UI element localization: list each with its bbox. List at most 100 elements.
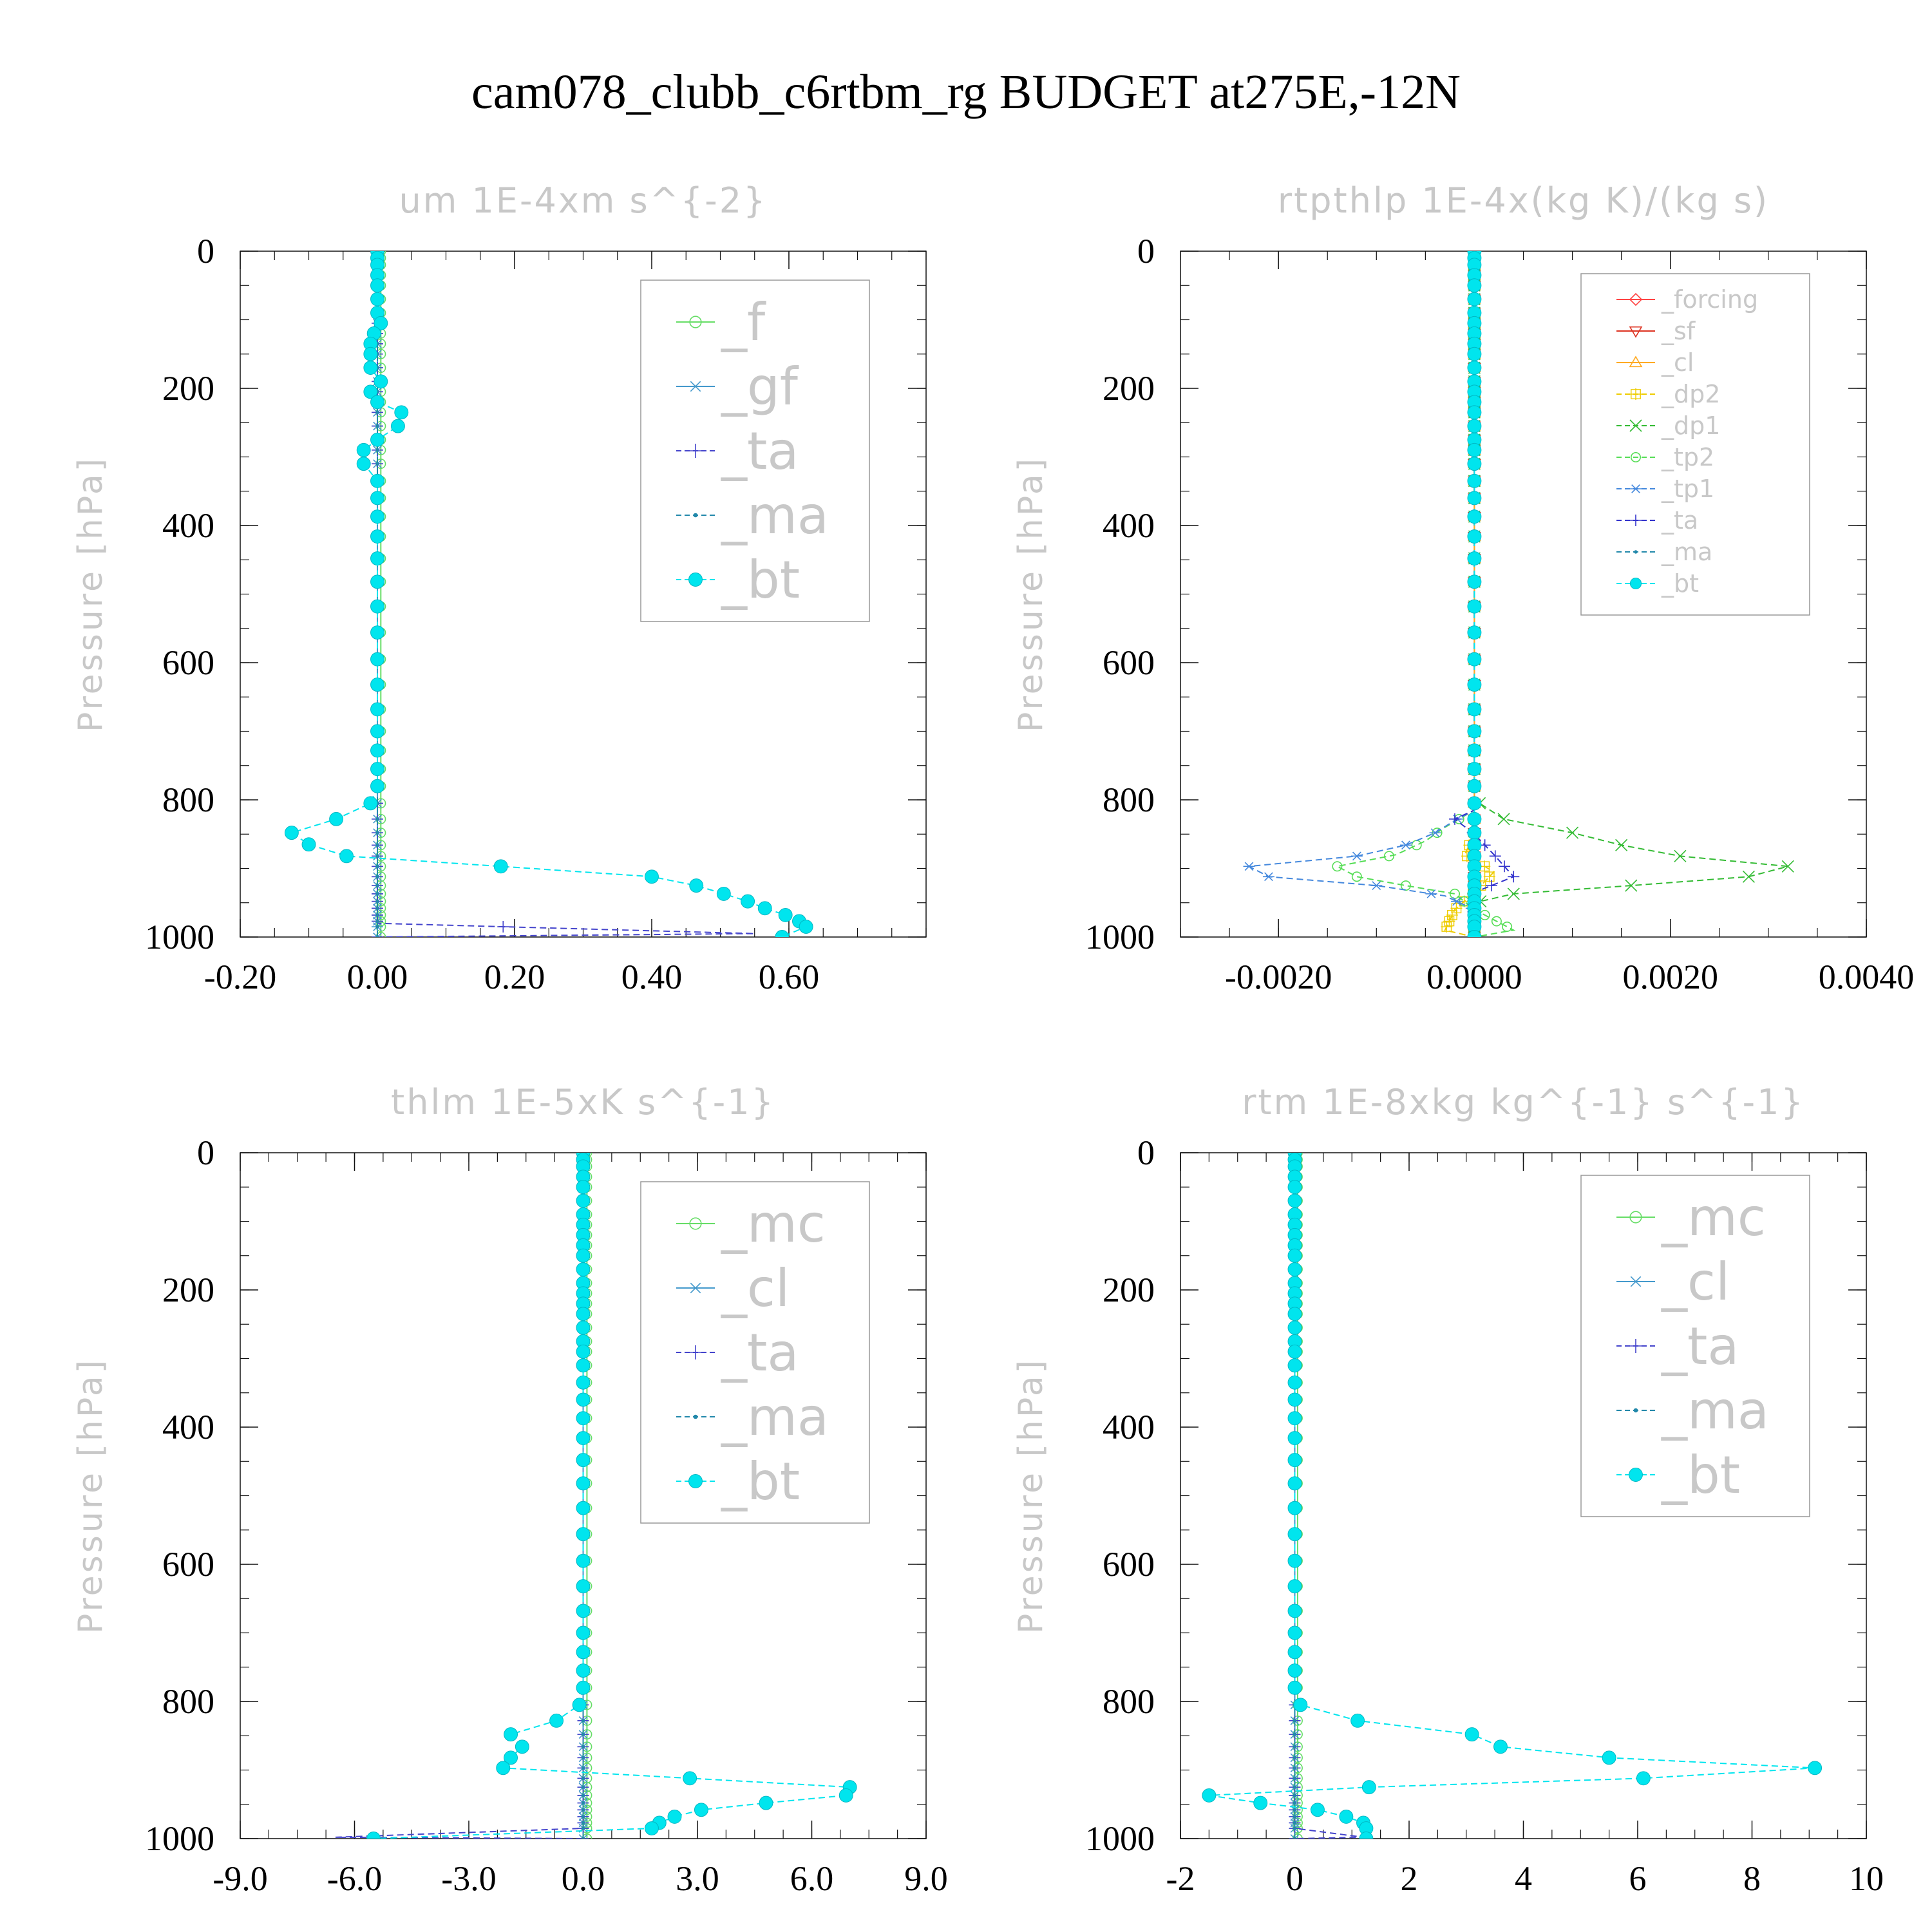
legend-marker — [1629, 1339, 1643, 1353]
data-point-dp1 — [1781, 860, 1794, 873]
data-point-f — [375, 932, 386, 937]
x-tick-label: 0.00 — [347, 958, 408, 996]
data-point-bt — [1467, 442, 1482, 457]
legend-marker — [688, 1345, 703, 1359]
data-point-bt — [301, 837, 316, 852]
data-point-bt — [1467, 292, 1482, 307]
data-point-bt — [757, 901, 772, 916]
legend-label: _mc — [1661, 1188, 1766, 1247]
data-point-tp2 — [1450, 888, 1461, 899]
legend-marker — [688, 381, 703, 392]
x-tick-label: 0 — [1286, 1859, 1303, 1898]
legend-label: _bt — [1661, 569, 1699, 598]
data-point-bt — [504, 1727, 518, 1742]
panel-title: thlm 1E-5xK s^{-1} — [391, 1082, 775, 1122]
data-point-bt — [576, 1411, 591, 1426]
data-point-bt — [504, 1750, 518, 1765]
data-point-bt — [1467, 625, 1482, 640]
legend-label: _sf — [1661, 317, 1696, 345]
data-point-ma — [1293, 1808, 1297, 1812]
data-point-bt — [1287, 1411, 1302, 1426]
data-point-bt — [329, 811, 344, 826]
y-tick-label: 800 — [162, 781, 214, 819]
x-tick-label: 0.60 — [759, 958, 820, 996]
x-tick-label: -0.0020 — [1225, 958, 1332, 996]
data-point-bt — [370, 292, 384, 307]
data-point-ma — [1293, 1776, 1297, 1780]
data-point-bt — [1287, 1527, 1302, 1542]
data-point-bt — [576, 1248, 591, 1263]
legend-label: _ta — [1661, 506, 1698, 535]
data-point-bt — [1287, 1320, 1302, 1335]
data-point-bt — [1287, 1358, 1302, 1373]
data-point-bt — [576, 1392, 591, 1407]
data-point-bt — [1287, 1248, 1302, 1263]
data-point-ma — [581, 1821, 585, 1825]
legend-marker — [1629, 292, 1643, 307]
legend-label: _ta — [721, 421, 799, 481]
data-point-bt — [370, 625, 384, 640]
data-point-bt — [370, 702, 384, 717]
data-point-bt — [1287, 1375, 1302, 1390]
data-point-bt — [391, 419, 405, 433]
data-point-bt — [1287, 1344, 1302, 1359]
data-point-bt — [645, 869, 659, 884]
y-tick-label: 400 — [162, 506, 214, 545]
legend-marker — [1629, 1211, 1642, 1224]
data-point-bt — [1467, 529, 1482, 544]
data-point-ma — [1293, 1756, 1297, 1760]
data-point-ma — [1293, 1821, 1297, 1825]
legend-label: _dp2 — [1661, 380, 1720, 408]
legend-marker — [1630, 484, 1642, 493]
data-point-bt — [370, 677, 384, 692]
x-tick-label: 10 — [1849, 1859, 1884, 1898]
data-point-bt — [1311, 1803, 1325, 1817]
x-tick-label: 0.0 — [562, 1859, 605, 1898]
data-point-bt — [339, 849, 354, 864]
legend-marker — [1629, 577, 1642, 590]
data-point-bt — [394, 405, 409, 420]
legend-marker — [1633, 1408, 1638, 1413]
chart-panel-1: um 1E-4xm s^{-2} Pressure [hPa] -0.20 0.00 0… — [71, 180, 927, 996]
data-point-bt — [576, 1307, 591, 1321]
y-tick-label: 0 — [197, 1133, 214, 1172]
data-point-bt — [363, 384, 378, 399]
data-point-bt — [1287, 1579, 1302, 1594]
data-point-ma — [581, 1766, 585, 1770]
data-point-ma — [375, 884, 379, 887]
legend-marker — [1631, 451, 1642, 462]
y-tick-label: 0 — [1137, 232, 1155, 270]
data-point-tp2 — [1383, 851, 1394, 862]
data-point-ta — [1449, 813, 1461, 825]
legend-label: _gf — [721, 357, 799, 417]
data-point-bt — [1467, 419, 1482, 433]
data-point-ta — [1508, 871, 1520, 883]
data-point-bt — [1467, 811, 1482, 826]
y-tick-label: 1000 — [1085, 1819, 1155, 1858]
x-tick-label: 0.20 — [484, 958, 545, 996]
data-point-tp1 — [1370, 881, 1383, 890]
data-point-bt — [1467, 724, 1482, 739]
data-point-bt — [1339, 1809, 1354, 1824]
legend-label: _dp1 — [1661, 412, 1720, 440]
x-tick-label: 0.0000 — [1426, 958, 1522, 996]
data-point-ta — [497, 921, 509, 933]
data-point-ma — [1293, 1837, 1297, 1839]
data-point-bt — [1359, 1832, 1374, 1839]
y-tick-label: 1000 — [145, 918, 214, 956]
y-tick-label: 400 — [1103, 1408, 1155, 1446]
data-point-bt — [799, 920, 813, 934]
data-point-bt — [1467, 457, 1482, 471]
data-point-bt — [370, 432, 384, 447]
x-tick-label: 9.0 — [904, 1859, 948, 1898]
data-point-bt — [1287, 1663, 1302, 1678]
legend-label: _cl — [1661, 348, 1694, 377]
data-point-bt — [1287, 1680, 1302, 1695]
series-group — [1243, 251, 1794, 937]
data-point-ta — [1485, 880, 1497, 892]
data-point-ma — [1293, 1815, 1297, 1819]
data-point-bt — [645, 1821, 659, 1835]
data-point-bt — [1636, 1771, 1651, 1786]
data-point-cl — [1289, 1834, 1301, 1839]
y-axis-label: Pressure [hPa] — [1012, 1358, 1050, 1634]
